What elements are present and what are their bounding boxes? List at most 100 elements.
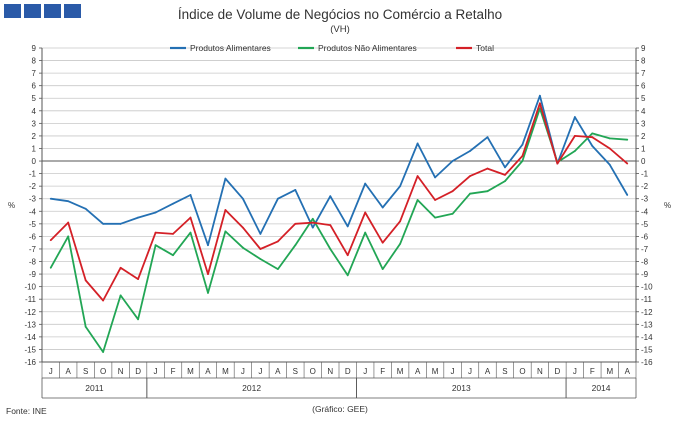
data-point bbox=[329, 248, 332, 250]
x-tick-label: F bbox=[380, 367, 385, 376]
x-tick-label: M bbox=[187, 367, 194, 376]
y-tick-label-right: 8 bbox=[641, 57, 646, 66]
data-point bbox=[416, 175, 419, 178]
data-point bbox=[364, 231, 367, 234]
x-tick-label: N bbox=[118, 367, 124, 376]
data-point bbox=[416, 199, 419, 201]
x-tick-label: A bbox=[485, 367, 491, 376]
y-tick-label-right: -5 bbox=[641, 220, 649, 229]
data-point bbox=[207, 273, 209, 275]
data-point bbox=[608, 137, 611, 140]
x-tick-label: A bbox=[275, 367, 281, 376]
data-point bbox=[346, 274, 349, 277]
data-point bbox=[381, 206, 384, 209]
y-tick-label-right: 1 bbox=[641, 144, 646, 153]
data-point bbox=[294, 189, 297, 191]
y-tick-label-right: 2 bbox=[641, 132, 646, 141]
data-point bbox=[573, 135, 576, 137]
data-point bbox=[137, 278, 139, 281]
legend-label: Produtos Não Alimentares bbox=[318, 43, 417, 53]
y-tick-label-right: -10 bbox=[641, 283, 653, 292]
data-point bbox=[504, 166, 506, 169]
data-point bbox=[556, 162, 559, 165]
legend-label: Total bbox=[476, 43, 494, 53]
data-point bbox=[102, 222, 105, 225]
y-tick-label-right: 4 bbox=[641, 107, 646, 116]
y-tick-label: -11 bbox=[25, 295, 37, 304]
x-tick-label: M bbox=[432, 367, 439, 376]
y-tick-label: 6 bbox=[32, 82, 37, 91]
x-tick-label: O bbox=[310, 367, 316, 376]
data-point bbox=[451, 190, 454, 193]
x-tick-label: N bbox=[327, 367, 333, 376]
data-point bbox=[399, 185, 402, 188]
data-point bbox=[119, 294, 122, 297]
data-point bbox=[137, 216, 139, 219]
data-point bbox=[364, 211, 367, 214]
data-point bbox=[434, 176, 436, 179]
y-tick-label: -3 bbox=[29, 195, 37, 204]
data-point bbox=[49, 239, 52, 242]
y-tick-label: 4 bbox=[32, 107, 37, 116]
source-note: Fonte: INE bbox=[6, 406, 47, 416]
data-point bbox=[67, 221, 70, 224]
y-tick-label: 1 bbox=[32, 144, 37, 153]
data-point bbox=[242, 246, 244, 249]
data-point bbox=[486, 136, 489, 139]
gee-logo bbox=[4, 4, 81, 18]
y-tick-label-right: -14 bbox=[641, 333, 653, 342]
x-tick-label: J bbox=[258, 367, 262, 376]
y-tick-label: 0 bbox=[32, 157, 37, 166]
data-point bbox=[591, 136, 594, 139]
y-tick-label: -12 bbox=[24, 308, 36, 317]
x-tick-label: J bbox=[241, 367, 245, 376]
data-point bbox=[311, 217, 314, 220]
y-tick-label-right: -16 bbox=[641, 358, 653, 367]
data-point bbox=[137, 318, 139, 321]
x-tick-label: F bbox=[171, 367, 176, 376]
data-point bbox=[102, 299, 105, 302]
data-point bbox=[172, 254, 174, 257]
data-point bbox=[486, 190, 489, 193]
data-point bbox=[608, 147, 611, 150]
y-tick-label: -14 bbox=[24, 333, 36, 342]
data-point bbox=[189, 194, 192, 196]
data-point bbox=[399, 243, 402, 245]
data-point bbox=[172, 232, 174, 235]
data-point bbox=[573, 116, 576, 118]
x-tick-label: M bbox=[606, 367, 613, 376]
data-point bbox=[608, 163, 611, 166]
logo-block bbox=[44, 4, 61, 18]
x-tick-label: J bbox=[451, 367, 455, 376]
data-point bbox=[573, 150, 576, 152]
y-tick-label-right: -1 bbox=[641, 170, 649, 179]
y-tick-label: -15 bbox=[24, 345, 36, 354]
data-point bbox=[311, 221, 314, 224]
y-axis-label-right: % bbox=[664, 201, 671, 210]
y-tick-label: 2 bbox=[32, 132, 37, 141]
y-axis-label-left: % bbox=[8, 201, 15, 210]
data-point bbox=[102, 351, 105, 353]
logo-block bbox=[24, 4, 41, 18]
x-tick-label: S bbox=[293, 367, 298, 376]
data-point bbox=[172, 202, 174, 205]
y-tick-label-right: 5 bbox=[641, 94, 646, 103]
data-point bbox=[539, 102, 541, 105]
data-point bbox=[294, 244, 297, 247]
data-point bbox=[381, 241, 384, 244]
data-point bbox=[189, 231, 192, 234]
chart-title: Índice de Volume de Negócios no Comércio… bbox=[177, 7, 503, 22]
y-tick-label-right: -9 bbox=[641, 270, 649, 279]
y-tick-label-right: 7 bbox=[641, 69, 646, 78]
x-tick-label: D bbox=[554, 367, 560, 376]
y-tick-label-right: 3 bbox=[641, 119, 646, 128]
year-label: 2012 bbox=[242, 383, 261, 393]
y-tick-label: -4 bbox=[29, 207, 37, 216]
y-tick-label-right: -11 bbox=[641, 295, 653, 304]
data-point bbox=[451, 212, 454, 215]
data-point bbox=[84, 325, 87, 328]
data-point bbox=[469, 192, 471, 195]
data-point bbox=[84, 279, 87, 282]
x-tick-label: A bbox=[205, 367, 211, 376]
